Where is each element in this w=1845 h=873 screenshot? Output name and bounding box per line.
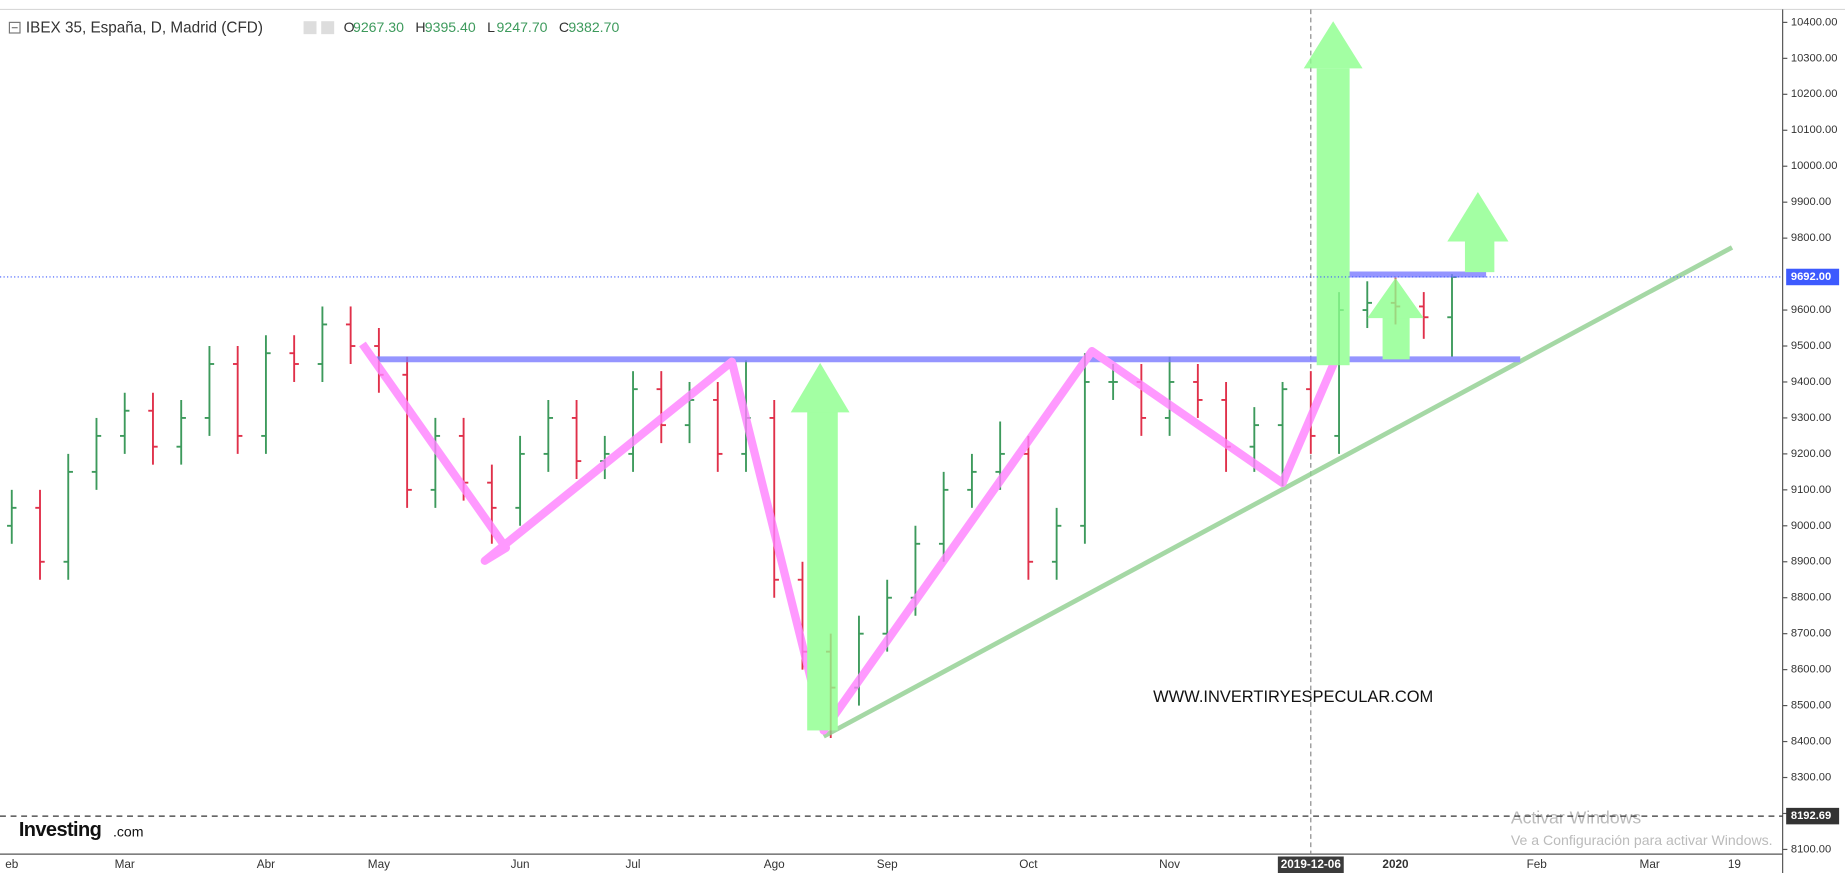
arrow-head (1303, 21, 1363, 69)
x-tick-label: 2020 (1382, 858, 1409, 871)
arrows (790, 21, 1509, 731)
y-tick-label: 8500.00 (1791, 700, 1831, 712)
y-tick-label: 8800.00 (1791, 592, 1831, 604)
y-tick-label: 8700.00 (1791, 628, 1831, 640)
y-tick-label: 8900.00 (1791, 556, 1831, 568)
y-tick-label: 10100.00 (1791, 124, 1838, 136)
x-tick-label: May (368, 858, 390, 871)
y-tick-label: 8100.00 (1791, 843, 1831, 855)
y-tick-label: 8400.00 (1791, 736, 1831, 748)
crosshair-label-box (1277, 856, 1344, 873)
arrow-head (1367, 278, 1424, 319)
price-label-box (1786, 268, 1840, 286)
readout-value: 9267.30 (353, 19, 404, 35)
os-notice-title: Activar Windows (1511, 807, 1642, 827)
y-tick-label: 10000.00 (1791, 160, 1838, 172)
close-icon[interactable] (321, 21, 335, 35)
x-tick-label: Abr (257, 858, 275, 871)
y-tick-label: 9300.00 (1791, 412, 1831, 424)
x-tick-label: Jun (511, 858, 530, 871)
readout-key: O (344, 19, 355, 35)
y-tick-label: 9100.00 (1791, 484, 1831, 496)
arrow-shaft (1382, 315, 1410, 360)
y-tick-label: 10200.00 (1791, 88, 1838, 100)
y-tick-label: 9800.00 (1791, 232, 1831, 244)
pattern-zigzag (359, 341, 1340, 735)
logo-suffix: .com (113, 824, 144, 840)
readout-key: H (415, 19, 425, 35)
price-label: 8192.69 (1791, 810, 1831, 822)
y-tick-label: 8300.00 (1791, 771, 1831, 783)
readout-value: 9247.70 (497, 19, 548, 35)
price-label-box (1786, 807, 1840, 825)
y-tick-label: 9600.00 (1791, 304, 1831, 316)
y-tick-label: 9200.00 (1791, 448, 1831, 460)
arrow-head (1447, 192, 1509, 242)
x-tick-label: eb (5, 858, 19, 871)
x-tick-label: Ago (764, 858, 785, 871)
arrow-shaft (1316, 68, 1350, 366)
os-notice-text: Ve a Configuración para activar Windows. (1511, 832, 1773, 848)
price-label: 9692.00 (1791, 271, 1831, 283)
y-tick-label: 9500.00 (1791, 340, 1831, 352)
y-tick-label: 8600.00 (1791, 664, 1831, 676)
x-tick-label: Nov (1159, 858, 1180, 871)
y-tick-label: 10300.00 (1791, 52, 1838, 64)
readout-value: 9382.70 (568, 19, 619, 35)
x-tick-label: Oct (1019, 858, 1038, 871)
x-tick-label: Mar (115, 858, 135, 871)
chart-title: IBEX 35, España, D, Madrid (CFD) (26, 19, 263, 36)
logo: Investing (19, 819, 101, 841)
x-tick-label: Mar (1640, 858, 1660, 871)
readout-key: L (487, 19, 495, 35)
x-tick-label: Sep (877, 858, 898, 871)
x-tick-label: Jul (626, 858, 641, 871)
y-tick-label: 9900.00 (1791, 196, 1831, 208)
readout-value: 9395.40 (425, 19, 476, 35)
arrow-head (790, 362, 850, 413)
annotations (359, 21, 1734, 739)
readout-key: C (559, 19, 569, 35)
x-tick-label: Feb (1527, 858, 1548, 871)
y-tick-label: 10400.00 (1791, 16, 1838, 28)
trend-line (822, 245, 1734, 739)
watermark: WWW.INVERTIRYESPECULAR.COM (1153, 688, 1433, 706)
collapse-icon[interactable] (8, 21, 21, 34)
arrow-shaft (1464, 239, 1495, 273)
settings-icon[interactable] (303, 21, 317, 35)
x-tick-label: 19 (1728, 858, 1741, 871)
arrow-shaft (807, 409, 838, 731)
y-tick-label: 9000.00 (1791, 520, 1831, 532)
x-tick-label: 2019-12-06 (1281, 858, 1342, 871)
y-tick-label: 9400.00 (1791, 376, 1831, 388)
